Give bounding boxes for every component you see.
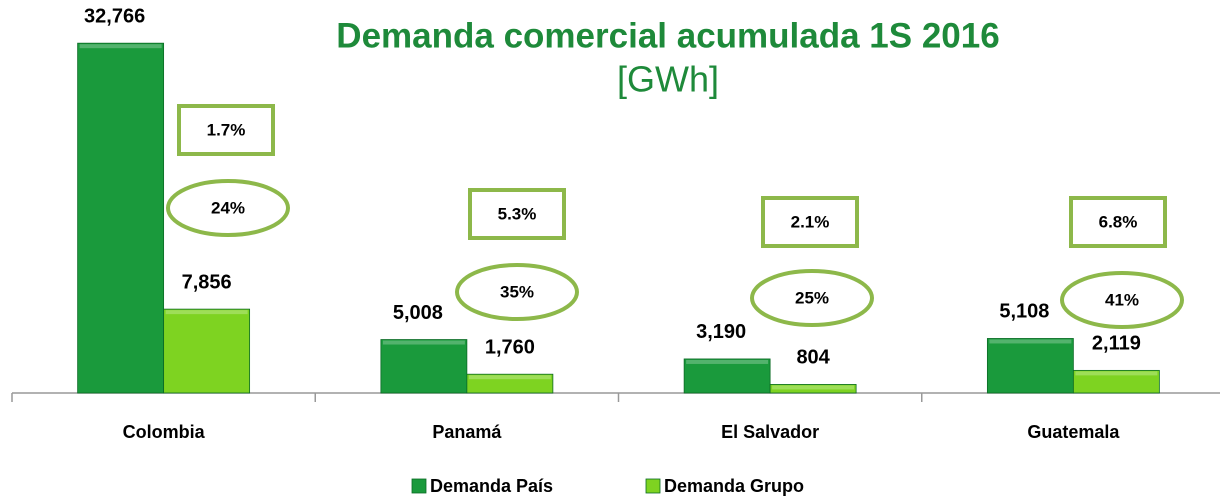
annotation-oval-label: 24% bbox=[211, 198, 245, 217]
annotation-box-label: 1.7% bbox=[207, 120, 246, 139]
x-tick-label: El Salvador bbox=[721, 422, 819, 442]
bar-highlight bbox=[165, 310, 248, 315]
annotation-box bbox=[468, 188, 566, 240]
bar-highlight bbox=[989, 339, 1072, 344]
annotation-oval-label: 35% bbox=[500, 282, 534, 301]
x-tick-label: Colombia bbox=[123, 422, 206, 442]
chart-subtitle: [GWh] bbox=[617, 59, 719, 100]
legend-swatch bbox=[411, 478, 427, 494]
data-label: 7,856 bbox=[182, 271, 232, 293]
legend-label: Demanda Grupo bbox=[664, 476, 804, 496]
data-label: 804 bbox=[796, 347, 830, 369]
bar bbox=[466, 373, 554, 394]
legend-label: Demanda País bbox=[430, 476, 553, 496]
annotation-oval bbox=[1060, 271, 1184, 329]
annotation-box-label: 2.1% bbox=[791, 212, 830, 231]
data-label: 5,108 bbox=[999, 301, 1049, 323]
bar bbox=[77, 42, 165, 394]
annotation-oval bbox=[455, 263, 579, 321]
bar bbox=[380, 339, 468, 394]
annotation-box-label: 6.8% bbox=[1099, 212, 1138, 231]
bar-highlight bbox=[1075, 371, 1158, 376]
x-tick-label: Guatemala bbox=[1027, 422, 1120, 442]
bar-highlight bbox=[468, 375, 551, 380]
data-label: 5,008 bbox=[393, 302, 443, 324]
bar bbox=[986, 338, 1074, 394]
annotation-box bbox=[1069, 196, 1167, 248]
annotation-box bbox=[177, 104, 275, 156]
bar bbox=[769, 384, 857, 394]
data-label: 32,766 bbox=[84, 5, 145, 27]
legend-swatch bbox=[645, 478, 661, 494]
bar-highlight bbox=[686, 359, 769, 364]
bar-highlight bbox=[772, 385, 855, 390]
x-tick-label: Panamá bbox=[432, 422, 502, 442]
annotation-oval bbox=[750, 269, 874, 327]
bar bbox=[163, 308, 251, 394]
bar-highlight bbox=[79, 44, 162, 49]
annotation-oval bbox=[166, 179, 290, 237]
data-label: 3,190 bbox=[696, 321, 746, 343]
data-label: 1,760 bbox=[485, 336, 535, 358]
data-label: 2,119 bbox=[1092, 333, 1141, 355]
annotation-oval-label: 41% bbox=[1105, 290, 1139, 309]
annotation-box bbox=[761, 196, 859, 248]
annotation-oval-label: 25% bbox=[795, 288, 829, 307]
bar bbox=[1072, 369, 1160, 394]
bar bbox=[683, 358, 771, 394]
annotation-box-label: 5.3% bbox=[498, 204, 537, 223]
bar-highlight bbox=[382, 340, 465, 345]
chart-title: Demanda comercial acumulada 1S 2016 bbox=[336, 16, 999, 55]
